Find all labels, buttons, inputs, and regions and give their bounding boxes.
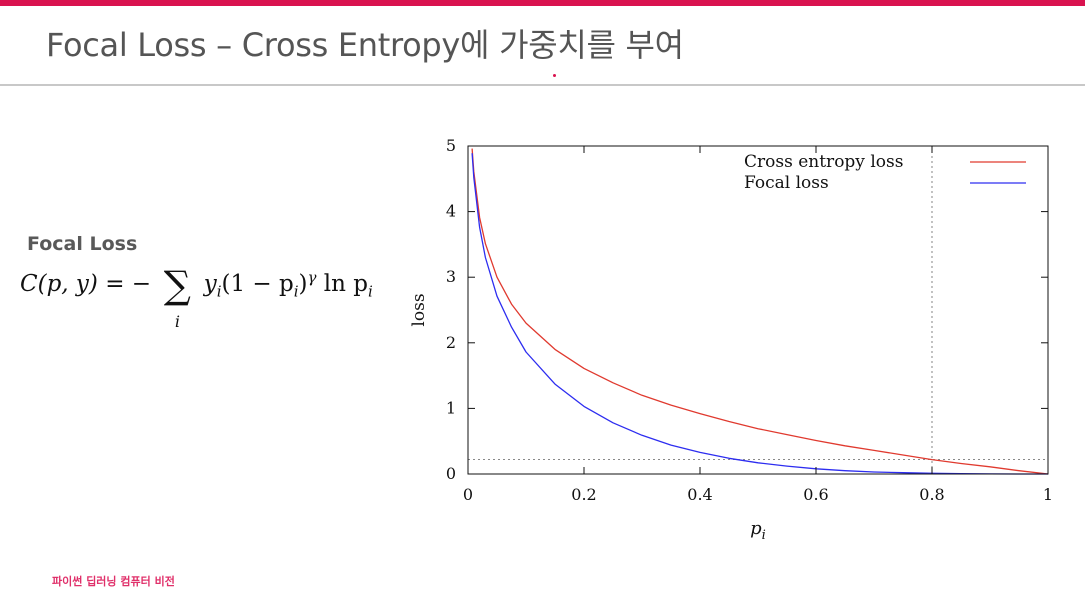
x-tick-label: 0	[463, 485, 473, 504]
formula-p-subscript: i	[293, 282, 299, 301]
y-tick-label: 3	[446, 267, 456, 286]
x-tick-label: 0.6	[803, 485, 828, 504]
y-tick-label: 4	[446, 202, 456, 221]
y-tick-label: 1	[446, 398, 456, 417]
title-divider	[0, 84, 1085, 86]
series-line-1	[471, 153, 1048, 475]
accent-dot	[553, 74, 556, 77]
loss-chart: 0 0.2 0.4 0.6 0.8 1 0 1 2 3 4 5 Cross entropy lossF…	[409, 136, 1053, 543]
summation-symbol: ∑	[163, 263, 191, 307]
top-accent-bar	[0, 0, 1085, 6]
summation: ∑ i	[160, 263, 194, 331]
x-tick-label: 1	[1043, 485, 1053, 504]
series-line-0	[471, 148, 1049, 475]
formula-one-minus-p: (1 − p	[221, 271, 294, 297]
plot-frame	[467, 145, 1049, 475]
x-tick-label: 0.4	[687, 485, 712, 504]
formula-close-paren: )	[298, 271, 308, 297]
legend-label: Cross entropy loss	[744, 152, 903, 172]
chart-ticks: 0 0.2 0.4 0.6 0.8 1 0 1 2 3 4 5	[446, 136, 1053, 504]
y-tick-label: 5	[446, 136, 456, 155]
chart-series	[471, 148, 1049, 475]
x-tick-label: 0.2	[571, 485, 596, 504]
y-tick-label: 0	[446, 464, 456, 483]
slide-title: Focal Loss – Cross Entropy에 가중치를 부여	[46, 26, 684, 64]
summation-index: i	[174, 312, 180, 331]
formula-ln-p-subscript: i	[368, 282, 373, 301]
y-tick-label: 2	[446, 333, 456, 352]
formula-ln-p: ln p	[316, 271, 369, 297]
focal-loss-formula: C(p, y) = − ∑ i yi(1 − pi)γ ln pi	[20, 263, 373, 331]
chart-reference-lines	[468, 146, 1048, 474]
formula-y-subscript: i	[216, 282, 222, 301]
legend-label: Focal loss	[744, 173, 829, 193]
formula-gamma: γ	[307, 268, 317, 287]
x-axis-label: pi	[750, 518, 766, 543]
footer-course-name: 파이썬 딥러닝 컴퓨터 비전	[52, 575, 175, 588]
x-tick-label: 0.8	[919, 485, 944, 504]
formula-y: y	[203, 271, 217, 297]
y-axis-label: loss	[409, 293, 429, 326]
section-heading: Focal Loss	[27, 233, 138, 255]
formula-lhs: C(p, y) = −	[20, 271, 152, 297]
